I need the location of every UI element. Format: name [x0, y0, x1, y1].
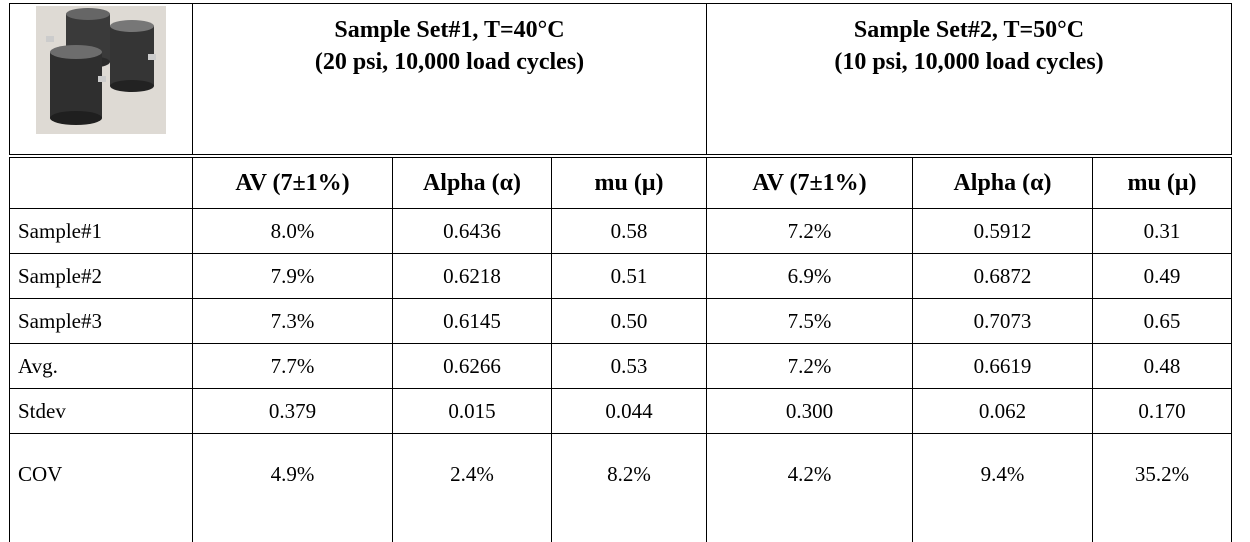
cell-value: 0.65 — [1093, 299, 1232, 344]
cell-value: 0.6619 — [913, 344, 1093, 389]
cell-value: 7.7% — [193, 344, 393, 389]
set-header: Sample Set#2, T=50°C(10 psi, 10,000 load… — [707, 4, 1232, 157]
set-title: Sample Set#2, T=50°C — [707, 14, 1231, 46]
results-table: Sample Set#1, T=40°C(20 psi, 10,000 load… — [9, 3, 1232, 542]
cell-value: 0.044 — [552, 389, 707, 434]
corner-cell — [10, 156, 193, 209]
cell-value: 8.0% — [193, 209, 393, 254]
cell-value: 0.53 — [552, 344, 707, 389]
page: Sample Set#1, T=40°C(20 psi, 10,000 load… — [0, 0, 1250, 519]
column-header: mu (μ) — [1093, 156, 1232, 209]
cell-value: 0.6872 — [913, 254, 1093, 299]
cell-value: 0.6145 — [393, 299, 552, 344]
cell-value: 0.300 — [707, 389, 913, 434]
header-row: Sample Set#1, T=40°C(20 psi, 10,000 load… — [10, 4, 1232, 157]
cell-value: 7.2% — [707, 344, 913, 389]
cell-value: 0.48 — [1093, 344, 1232, 389]
cell-value: 0.31 — [1093, 209, 1232, 254]
column-header: Alpha (α) — [913, 156, 1093, 209]
cell-value: 7.2% — [707, 209, 913, 254]
cell-value: 0.5912 — [913, 209, 1093, 254]
row-label: Sample#3 — [10, 299, 193, 344]
column-header: Alpha (α) — [393, 156, 552, 209]
cell-value: 0.170 — [1093, 389, 1232, 434]
cell-value: 0.7073 — [913, 299, 1093, 344]
column-header: mu (μ) — [552, 156, 707, 209]
cell-value: 0.49 — [1093, 254, 1232, 299]
column-header: AV (7±1%) — [707, 156, 913, 209]
cell-value: 0.58 — [552, 209, 707, 254]
cell-value: 4.2% — [707, 434, 913, 542]
column-header-row: AV (7±1%)Alpha (α)mu (μ)AV (7±1%)Alpha (… — [10, 156, 1232, 209]
cell-value: 0.379 — [193, 389, 393, 434]
photo-cell — [10, 4, 193, 157]
cell-value: 6.9% — [707, 254, 913, 299]
set-title: Sample Set#1, T=40°C — [193, 14, 706, 46]
set-conditions: (20 psi, 10,000 load cycles) — [193, 46, 706, 78]
column-header: AV (7±1%) — [193, 156, 393, 209]
cell-value: 0.51 — [552, 254, 707, 299]
cell-value: 0.015 — [393, 389, 552, 434]
set-header: Sample Set#1, T=40°C(20 psi, 10,000 load… — [193, 4, 707, 157]
cell-value: 35.2% — [1093, 434, 1232, 542]
cell-value: 9.4% — [913, 434, 1093, 542]
row-label: Sample#2 — [10, 254, 193, 299]
cell-value: 0.6436 — [393, 209, 552, 254]
cell-value: 0.062 — [913, 389, 1093, 434]
cell-value: 7.5% — [707, 299, 913, 344]
row-label: COV — [10, 434, 193, 542]
row-label: Sample#1 — [10, 209, 193, 254]
cell-value: 0.6218 — [393, 254, 552, 299]
cell-value: 7.3% — [193, 299, 393, 344]
row-label: Stdev — [10, 389, 193, 434]
cell-value: 0.50 — [552, 299, 707, 344]
cell-value: 4.9% — [193, 434, 393, 542]
sample-photo — [36, 6, 166, 134]
cell-value: 8.2% — [552, 434, 707, 542]
set-conditions: (10 psi, 10,000 load cycles) — [707, 46, 1231, 78]
cell-value: 7.9% — [193, 254, 393, 299]
cell-value: 0.6266 — [393, 344, 552, 389]
cell-value: 2.4% — [393, 434, 552, 542]
row-label: Avg. — [10, 344, 193, 389]
